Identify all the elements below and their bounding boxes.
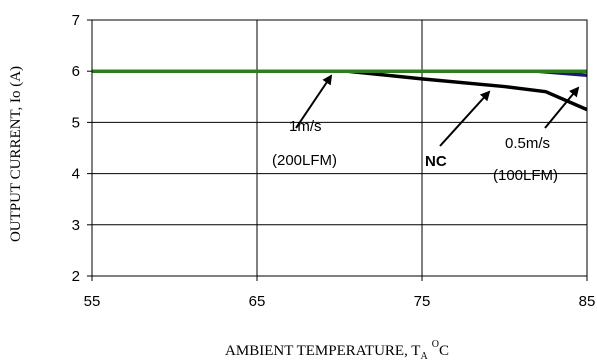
series-line-nc — [92, 69, 588, 112]
tick-labels: 2 3 4 5 6 7 55 65 75 85 — [72, 12, 596, 310]
annotation-nc-label: NC — [425, 153, 447, 170]
annotation-1ms-line2: (200LFM) — [272, 152, 337, 169]
x-axis-title: AMBIENT TEMPERATURE, TAOC — [225, 339, 449, 360]
x-axis-title-main: AMBIENT TEMPERATURE, T — [225, 343, 420, 359]
y-tick-label: 2 — [72, 268, 80, 285]
arrow-nc — [439, 90, 491, 147]
annotation-nc: NC — [425, 90, 491, 170]
annotation-1ms: 1m/s (200LFM) — [272, 74, 337, 169]
x-axis-title-sub: A — [420, 351, 428, 360]
y-axis-title: OUTPUT CURRENT, Io (A) — [8, 66, 24, 242]
arrow-1ms — [295, 74, 333, 129]
annotation-0.5ms-line1: 0.5m/s — [505, 135, 550, 152]
x-axis-title-sup: O — [432, 339, 439, 350]
x-tick-label: 85 — [579, 293, 596, 310]
y-tick-label: 3 — [72, 217, 80, 234]
plot-frame — [91, 19, 588, 277]
x-axis-title-tail: C — [439, 343, 449, 359]
y-tick-label: 7 — [72, 12, 80, 29]
x-tick-label: 75 — [414, 293, 431, 310]
annotation-0.5ms-line2: (100LFM) — [493, 167, 558, 184]
y-tick-label: 4 — [72, 166, 80, 183]
annotation-0.5ms: 0.5m/s (100LFM) — [493, 86, 580, 184]
y-tick-label: 5 — [72, 114, 80, 131]
arrow-0.5ms — [544, 86, 580, 129]
series-group — [92, 69, 588, 112]
x-tick-label: 55 — [84, 293, 101, 310]
y-tick-label: 6 — [72, 63, 80, 80]
annotation-1ms-line1: 1m/s — [289, 118, 322, 135]
x-tick-label: 65 — [249, 293, 266, 310]
